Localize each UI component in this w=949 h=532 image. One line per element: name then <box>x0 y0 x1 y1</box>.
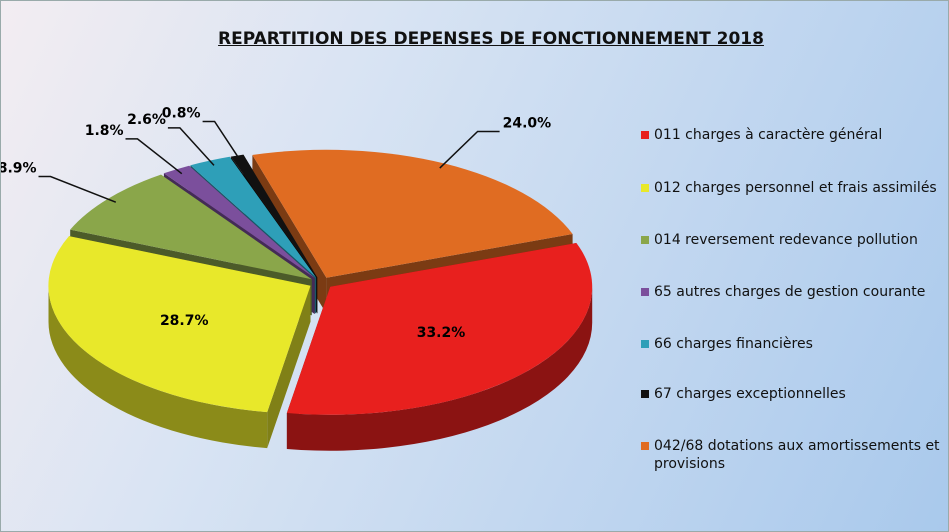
data-label: 0.8% <box>162 105 201 121</box>
legend-label: 65 autres charges de gestion courante <box>654 284 926 300</box>
slice <box>252 149 573 278</box>
chart-title: REPARTITION DES DEPENSES DE FONCTIONNEME… <box>218 29 764 49</box>
legend-item: 012 charges personnel et frais assimilés <box>641 179 948 197</box>
legend-swatch <box>641 236 649 244</box>
legend-swatch <box>641 340 649 348</box>
data-label: 24.0% <box>503 116 552 132</box>
data-label: 28.7% <box>160 313 209 329</box>
slice-side <box>286 286 593 451</box>
data-label: 1.8% <box>85 123 124 139</box>
leader-line <box>167 127 215 166</box>
leader-line <box>125 138 183 175</box>
legend-item: 65 autres charges de gestion courante <box>641 283 948 301</box>
legend-swatch <box>641 288 649 296</box>
slice <box>48 236 311 413</box>
legend-label: 66 charges financières <box>654 336 813 352</box>
slice <box>163 165 315 278</box>
slice <box>230 154 318 278</box>
legend-swatch <box>641 184 649 192</box>
data-label: 2.6% <box>127 112 166 128</box>
slice-side <box>48 285 268 449</box>
legend-swatch <box>641 131 649 139</box>
legend-label: 014 reversement redevance pollution <box>654 232 918 248</box>
legend-item: 67 charges exceptionnelles <box>641 385 948 403</box>
slice <box>70 174 312 280</box>
legend-label: 011 charges à caractère général <box>654 127 883 143</box>
data-label: 33.2% <box>417 325 466 341</box>
legend-item: 66 charges financières <box>641 335 948 353</box>
legend-label: 67 charges exceptionnelles <box>654 386 846 402</box>
leader-line <box>439 130 500 169</box>
legend-swatch <box>641 442 649 450</box>
leader-line <box>38 175 117 203</box>
legend-item: 011 charges à caractère général <box>641 126 948 144</box>
leader-line <box>202 120 241 161</box>
legend-label: 042/68 dotations aux amortissements et p… <box>654 438 940 472</box>
legend-swatch <box>641 390 649 398</box>
legend-item: 042/68 dotations aux amortissements et p… <box>641 437 948 473</box>
data-label: 8.9% <box>1 161 37 177</box>
legend-item: 014 reversement redevance pollution <box>641 231 948 249</box>
legend-label: 012 charges personnel et frais assimilés <box>654 180 937 196</box>
slice <box>190 156 317 278</box>
slice <box>286 243 593 415</box>
slice-inner-wall <box>267 285 311 449</box>
